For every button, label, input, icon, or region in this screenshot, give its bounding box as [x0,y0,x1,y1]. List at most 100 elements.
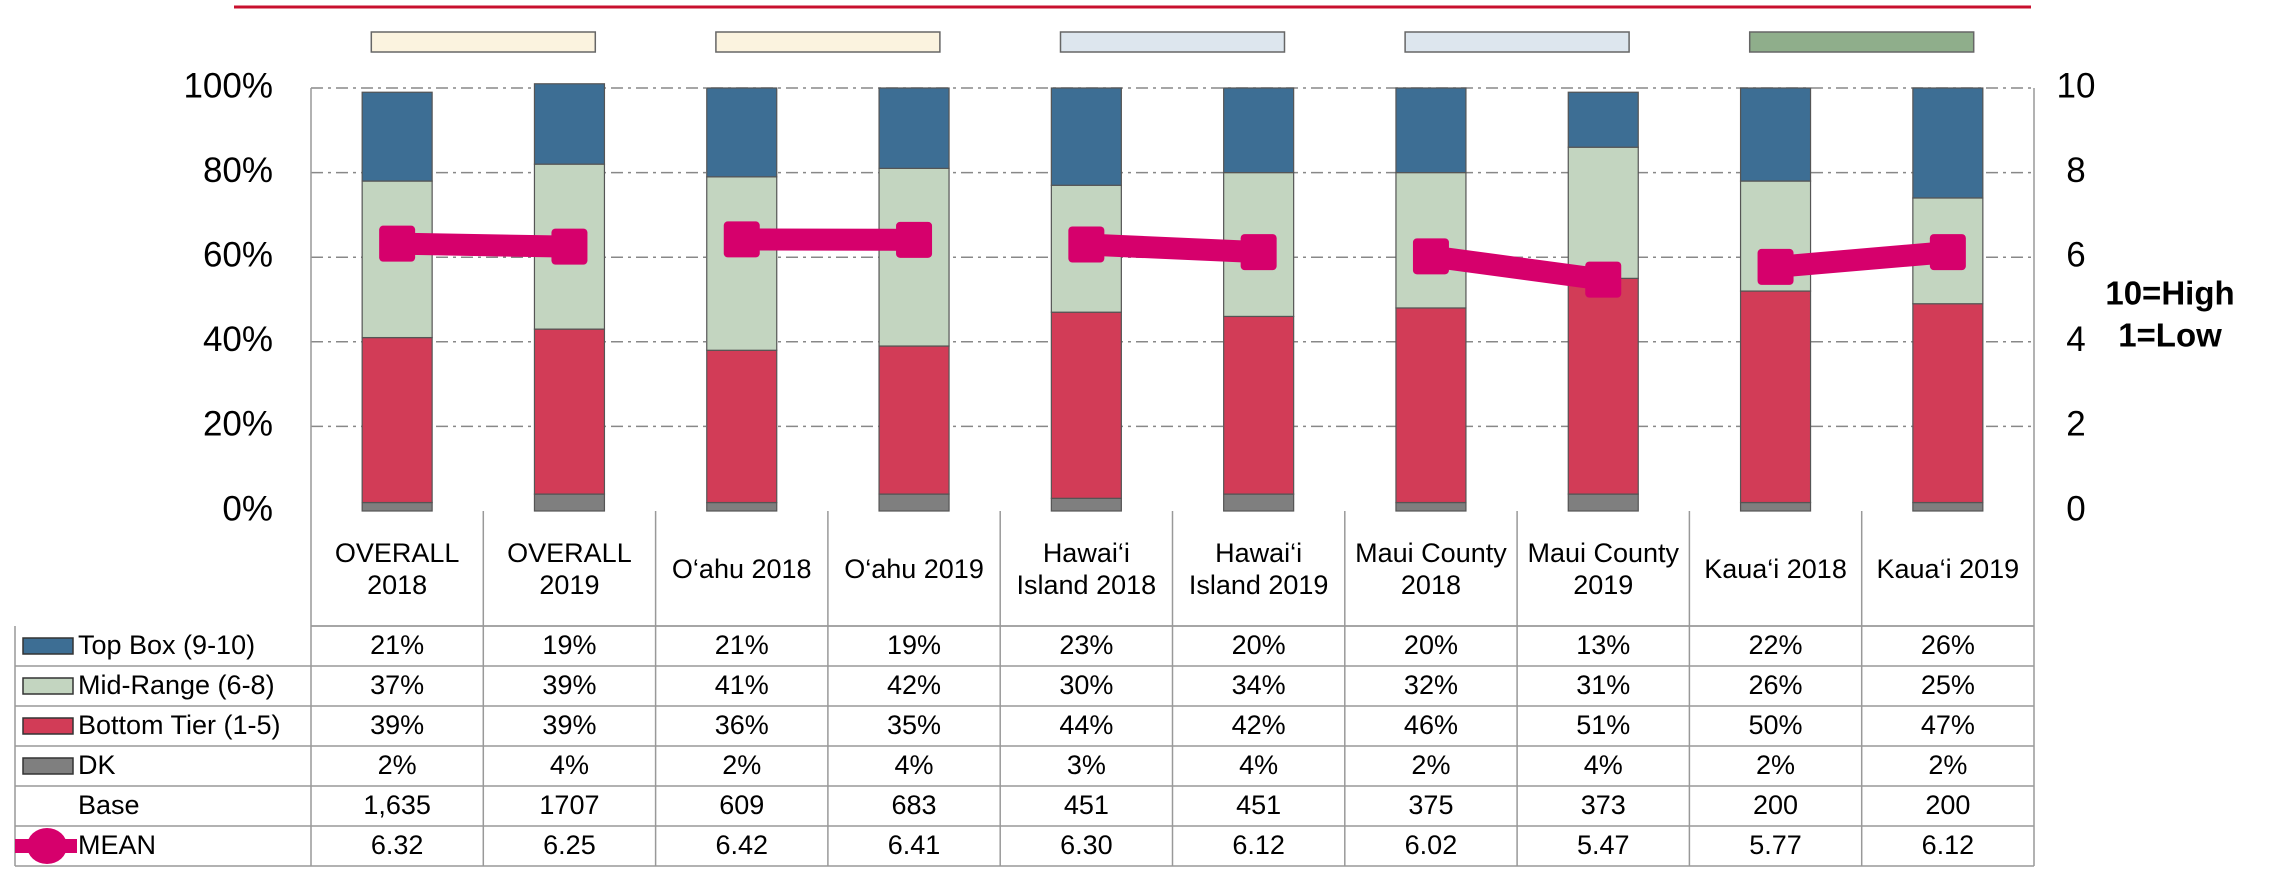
category-label: OVERALL 2019 [507,537,632,600]
mean-marker [1068,226,1105,263]
bar-segment [1223,87,1295,174]
bar-segment [1050,87,1122,186]
bar-segment [878,87,950,169]
table-value: 451 [1236,790,1281,820]
table-value: 200 [1753,790,1798,820]
table-value: 200 [1925,790,1970,820]
table-value: 6.12 [1232,830,1285,860]
table-value: 19% [887,630,941,660]
legend-label: Bottom Tier (1-5) [78,710,281,740]
mean-line [1774,241,1949,278]
bar-segment [361,91,433,182]
table-value: 35% [887,710,941,740]
table-value: 1707 [539,790,599,820]
bar-segment [706,501,778,512]
table-value: 32% [1404,670,1458,700]
y2-tick-label: 6 [2066,235,2085,274]
table-value: 1,635 [363,790,431,820]
table-value: 2% [1411,750,1450,780]
mean-marker [1757,248,1794,285]
table-value: 39% [542,670,596,700]
table-value: 25% [1921,670,1975,700]
table-value: 20% [1404,630,1458,660]
bar-segment [533,83,606,165]
table-value: 51% [1576,710,1630,740]
table-value: 23% [1059,630,1113,660]
table-value: 36% [715,710,769,740]
table-value: 3% [1067,750,1106,780]
table-value: 31% [1576,670,1630,700]
table-value: 6.41 [888,830,941,860]
mean-marker [723,221,760,258]
bar-segment [1567,493,1639,512]
annotation: 1=Low [2118,317,2222,354]
table-value: 373 [1581,790,1626,820]
y-tick-label: 40% [203,320,273,359]
y-tick-label: 80% [203,151,273,190]
bar-segment [706,176,778,351]
table-value: 6.42 [715,830,768,860]
bar-segment [1567,146,1639,279]
table-value: 44% [1059,710,1113,740]
mean-marker [1585,261,1622,298]
table-value: 6.12 [1922,830,1975,860]
table-value: 6.02 [1405,830,1458,860]
table-value: 2% [722,750,761,780]
bar-segment [1739,290,1812,504]
table-value: 21% [370,630,424,660]
table-value: 47% [1921,710,1975,740]
category-label: Kaua‘i 2019 [1876,553,2020,584]
bar-segment [706,87,778,178]
bar-segment [361,501,433,512]
table-value: 41% [715,670,769,700]
legend-swatch [22,757,74,775]
table-value: 609 [719,790,764,820]
table-value: 6.30 [1060,830,1113,860]
y2-tick-label: 10 [2057,66,2096,105]
bar-segment [1223,315,1295,495]
legend-label: DK [78,750,116,780]
category-label: OVERALL 2018 [334,537,460,600]
y-tick-label: 0% [222,489,273,528]
table-value: 2% [1928,750,1967,780]
category-label: O‘ahu 2019 [844,553,984,584]
table-value: 5.77 [1749,830,1802,860]
mean-marker [379,225,416,262]
category-label: Hawai‘i Island 2019 [1188,537,1329,600]
bar-segment [706,349,778,504]
y-tick-label: 100% [183,66,273,105]
mean-marker [1929,234,1966,271]
table-value: 37% [370,670,424,700]
table-value: 4% [1239,750,1278,780]
legend-label: Base [78,790,140,820]
mean-line [1085,233,1260,264]
y2-tick-label: 2 [2066,405,2085,444]
legend-label: Top Box (9-10) [78,630,255,660]
category-label: Hawai‘i Island 2018 [1016,537,1157,600]
bar-segment [1567,91,1639,148]
table-value: 20% [1232,630,1286,660]
table-value: 39% [542,710,596,740]
mean-marker [896,221,933,258]
y-tick-label: 60% [203,235,273,274]
table-value: 375 [1408,790,1453,820]
annotation: 10=High [2105,275,2234,312]
y2-tick-label: 8 [2066,151,2085,190]
category-label: Maui County 2018 [1355,537,1507,600]
table-value: 39% [370,710,424,740]
bar-segment [361,336,433,504]
bar-segment [1739,87,1812,182]
bar-segment [1912,501,1984,512]
table-value: 26% [1921,630,1975,660]
bar-segment [878,345,950,495]
table-value: 19% [542,630,596,660]
table-value: 13% [1576,630,1630,660]
table-value: 683 [892,790,937,820]
bar-segment [1050,311,1122,499]
table-value: 22% [1749,630,1803,660]
bar-segment [1912,303,1984,504]
table-value: 42% [1232,710,1286,740]
bar-segment [533,493,606,512]
region-box [1404,31,1630,53]
